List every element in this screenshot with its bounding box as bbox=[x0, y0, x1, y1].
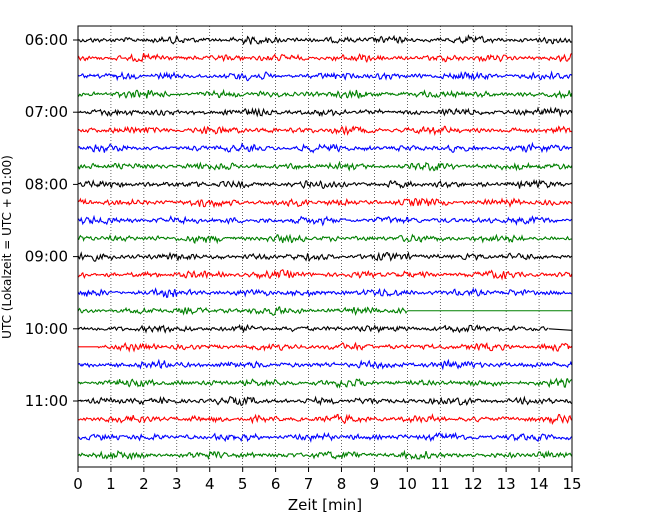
trace-line bbox=[77, 141, 572, 154]
x-tick-label: 1 bbox=[106, 475, 116, 493]
trace-line bbox=[77, 52, 572, 64]
trace-line bbox=[77, 34, 572, 46]
y-tick-label: 10:00 bbox=[25, 320, 68, 338]
trace-line bbox=[77, 449, 573, 461]
trace-line bbox=[77, 268, 573, 281]
trace-flat-segment bbox=[548, 328, 573, 331]
trace-line bbox=[77, 431, 573, 443]
trace-line bbox=[77, 377, 572, 389]
x-axis: 0 1 2 3 4 5 6 7 8 9 10 11 12 13 14 15 bbox=[73, 467, 582, 493]
x-tick-label: 2 bbox=[139, 475, 149, 493]
y-tick-label: 06:00 bbox=[25, 31, 68, 49]
x-tick-label: 9 bbox=[370, 475, 380, 493]
trace-line bbox=[77, 323, 549, 334]
x-tick-label: 0 bbox=[73, 475, 83, 493]
y-tick-label: 11:00 bbox=[25, 392, 68, 410]
trace-line bbox=[77, 178, 572, 190]
x-tick-label: 13 bbox=[497, 475, 516, 493]
trace-line bbox=[77, 125, 572, 137]
plot-frame bbox=[77, 25, 573, 468]
trace-line bbox=[77, 358, 573, 371]
trace-line bbox=[77, 413, 573, 425]
x-tick-label: 5 bbox=[238, 475, 248, 493]
trace-line bbox=[77, 88, 573, 100]
trace-line bbox=[77, 395, 573, 407]
trace-line bbox=[77, 106, 573, 118]
y-tick-label: 08:00 bbox=[25, 175, 68, 193]
x-tick-label: 6 bbox=[271, 475, 281, 493]
x-tick-label: 14 bbox=[530, 475, 549, 493]
trace-line bbox=[77, 214, 572, 227]
trace-line bbox=[77, 306, 408, 317]
y-tick-label: 07:00 bbox=[25, 103, 68, 121]
x-tick-label: 8 bbox=[337, 475, 347, 493]
x-tick-label: 10 bbox=[398, 475, 417, 493]
x-tick-label: 4 bbox=[205, 475, 215, 493]
plot-area bbox=[78, 26, 572, 467]
x-tick-label: 15 bbox=[562, 475, 581, 493]
trace-line bbox=[77, 251, 572, 263]
x-tick-label: 12 bbox=[464, 475, 483, 493]
traces bbox=[77, 34, 573, 461]
y-axis: 06:00 07:00 08:00 09:00 10:00 11:00 bbox=[25, 31, 78, 410]
x-axis-label: Zeit [min] bbox=[288, 496, 362, 514]
y-axis-label: UTC (Lokalzeit = UTC + 01:00) bbox=[0, 155, 14, 339]
y-tick-label: 09:00 bbox=[25, 248, 68, 266]
trace-line bbox=[77, 287, 572, 299]
trace-line bbox=[77, 70, 572, 82]
x-tick-label: 11 bbox=[431, 475, 450, 493]
x-tick-label: 7 bbox=[304, 475, 314, 493]
x-tick-label: 3 bbox=[172, 475, 182, 493]
trace-line bbox=[77, 233, 572, 245]
trace-line bbox=[77, 197, 573, 209]
trace-line bbox=[78, 341, 573, 353]
trace-line bbox=[77, 160, 573, 172]
